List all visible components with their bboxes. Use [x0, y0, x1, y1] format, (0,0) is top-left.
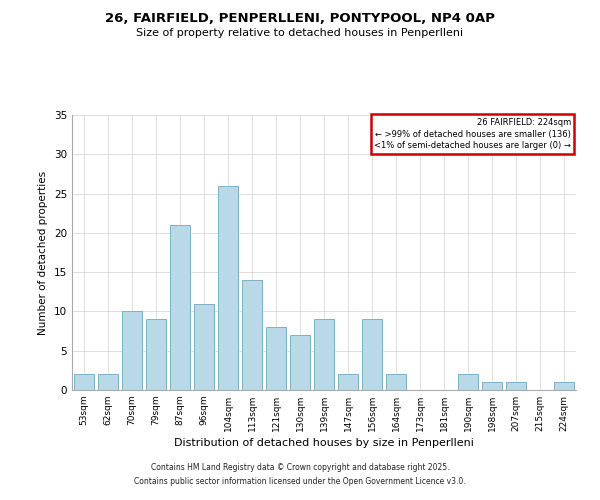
- Bar: [170, 225, 190, 390]
- Bar: [386, 374, 406, 390]
- X-axis label: Distribution of detached houses by size in Penperlleni: Distribution of detached houses by size …: [174, 438, 474, 448]
- Text: Contains HM Land Registry data © Crown copyright and database right 2025.: Contains HM Land Registry data © Crown c…: [151, 464, 449, 472]
- Bar: [98, 374, 118, 390]
- Bar: [482, 382, 502, 390]
- Y-axis label: Number of detached properties: Number of detached properties: [38, 170, 49, 334]
- Text: Contains public sector information licensed under the Open Government Licence v3: Contains public sector information licen…: [134, 477, 466, 486]
- Bar: [338, 374, 358, 390]
- Text: 26, FAIRFIELD, PENPERLLENI, PONTYPOOL, NP4 0AP: 26, FAIRFIELD, PENPERLLENI, PONTYPOOL, N…: [105, 12, 495, 26]
- Bar: [554, 382, 574, 390]
- Bar: [218, 186, 238, 390]
- Bar: [458, 374, 478, 390]
- Text: Size of property relative to detached houses in Penperlleni: Size of property relative to detached ho…: [136, 28, 464, 38]
- Bar: [266, 327, 286, 390]
- Bar: [314, 320, 334, 390]
- Bar: [242, 280, 262, 390]
- Bar: [194, 304, 214, 390]
- Bar: [290, 335, 310, 390]
- Bar: [506, 382, 526, 390]
- Text: 26 FAIRFIELD: 224sqm
← >99% of detached houses are smaller (136)
<1% of semi-det: 26 FAIRFIELD: 224sqm ← >99% of detached …: [374, 118, 571, 150]
- Bar: [146, 320, 166, 390]
- Bar: [74, 374, 94, 390]
- Bar: [362, 320, 382, 390]
- Bar: [122, 312, 142, 390]
